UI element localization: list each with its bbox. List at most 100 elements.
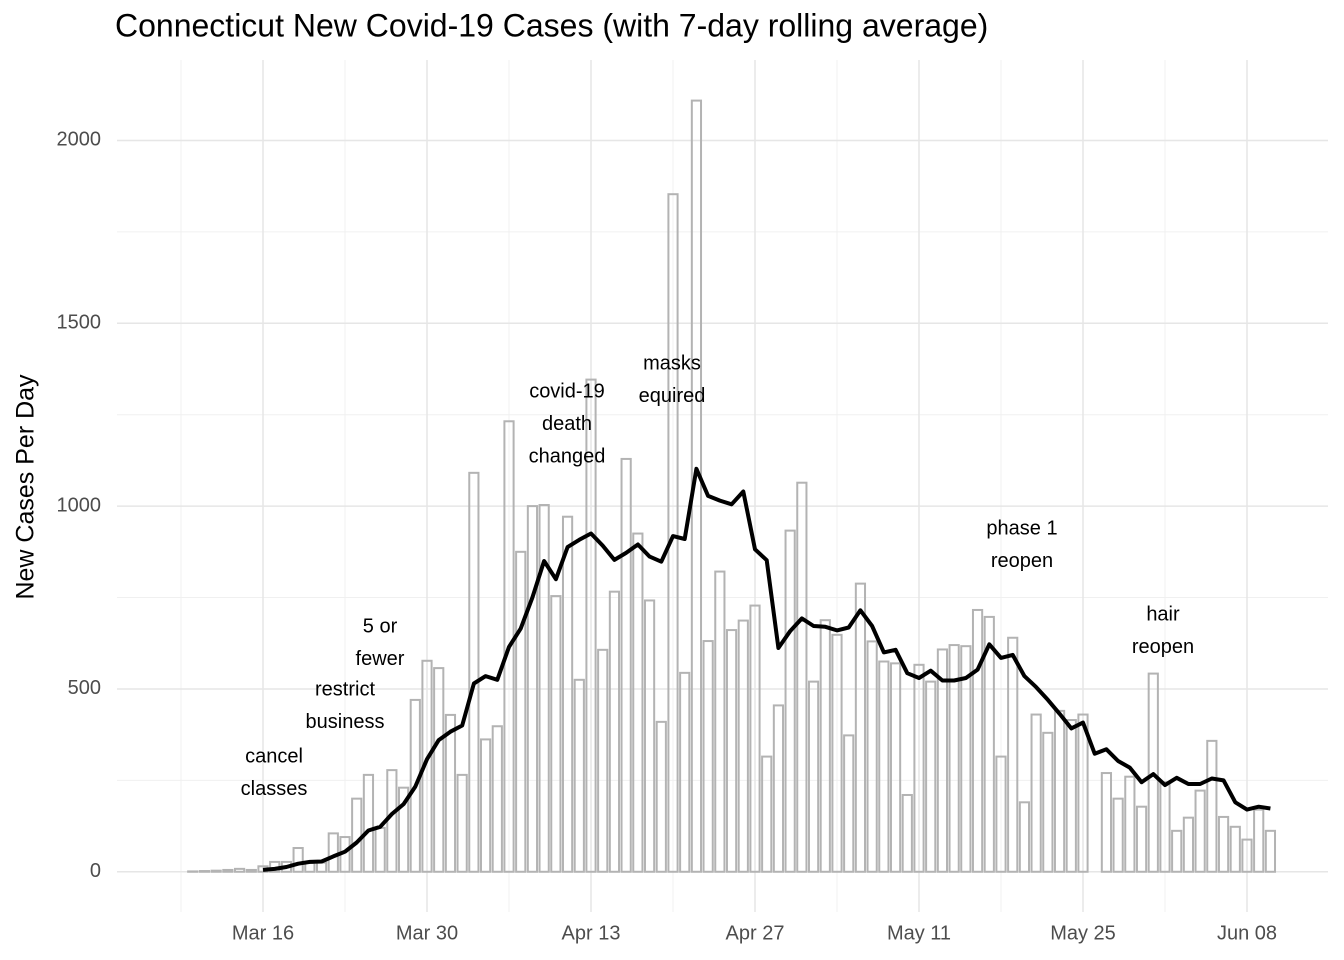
annotation: hair [1146,603,1180,625]
bar [784,529,796,873]
bar [397,786,410,873]
bar [1042,731,1054,873]
bar [983,615,995,873]
bar [515,550,527,873]
bar [1182,816,1195,873]
bar [889,662,902,873]
bar [796,481,808,873]
bar [374,826,386,873]
bar [632,532,644,873]
bar [960,645,972,873]
bar [854,582,867,873]
annotation: reopen [1132,636,1194,658]
annotation: 5 or [363,615,398,637]
bar [878,660,890,873]
bar [702,640,714,873]
bar [1065,719,1077,873]
bar [725,629,738,873]
y-tick-label: 500 [68,677,101,699]
bar [468,471,480,873]
bar [620,457,632,873]
bar [925,680,937,873]
bar [749,604,761,873]
annotation: cancel [245,745,303,767]
bar [550,595,562,873]
bar [1018,801,1031,873]
y-tick-label: 1500 [57,312,102,334]
y-tick-label: 2000 [57,129,102,151]
bar [1241,838,1253,873]
x-tick-label: Apr 13 [562,922,621,944]
annotation: masks [643,352,701,374]
bar [1171,829,1183,873]
bar [1147,672,1159,873]
bar [1194,789,1206,873]
bar [561,515,574,873]
x-tick-label: Mar 30 [396,922,458,944]
bar [679,671,691,873]
bar [608,590,621,873]
bar [585,378,597,873]
bar [503,420,515,873]
bar [526,505,539,873]
x-tick-label: May 11 [887,922,951,944]
bar [655,720,667,873]
bar [327,832,339,873]
annotation: business [306,711,385,733]
bar [1100,772,1113,873]
annotation: reopen [991,550,1053,572]
bar [479,738,492,873]
bar [362,773,375,873]
bar [1030,713,1042,873]
bar [597,648,609,873]
bar [1077,713,1089,873]
annotation: fewer [356,648,405,670]
y-tick-label: 1000 [57,494,102,516]
bar [444,713,457,873]
bar [807,680,820,873]
bar [1053,709,1066,873]
bar [1253,808,1265,873]
annotation: restrict [315,678,375,700]
bar [1124,775,1136,873]
bar [210,869,222,873]
y-axis-label: New Cases Per Day [12,374,40,600]
chart-title: Connecticut New Covid-19 Cases (with 7-d… [115,7,988,43]
bar [433,667,445,873]
bar [995,755,1007,873]
bar [1135,805,1148,873]
annotation: phase 1 [986,517,1057,539]
x-tick-label: Mar 16 [232,922,294,944]
bar [1112,797,1124,873]
rolling-average-line [262,466,1271,872]
annotation: equired [639,385,706,407]
bar [1217,815,1230,873]
bar [971,608,984,873]
bar [819,619,831,873]
bar [772,704,785,873]
bar [573,678,585,873]
bar [233,867,246,873]
bar [1206,739,1218,873]
bar [292,847,304,873]
bar [866,640,878,873]
bar [1007,636,1019,873]
bar [761,755,773,873]
bar [643,599,656,873]
bar [386,769,398,873]
annotation: changed [529,445,606,467]
bar [948,644,960,873]
y-tick-label: 0 [90,860,101,882]
bar [538,504,550,873]
annotation: covid-19 [529,380,605,402]
bar [714,570,726,873]
bar [456,773,468,873]
bar [409,698,421,873]
x-tick-label: May 25 [1050,922,1116,944]
x-tick-label: Jun 08 [1217,922,1277,944]
annotation: classes [241,778,308,800]
bar [351,797,363,873]
bar [1159,781,1171,873]
bar [315,861,328,873]
